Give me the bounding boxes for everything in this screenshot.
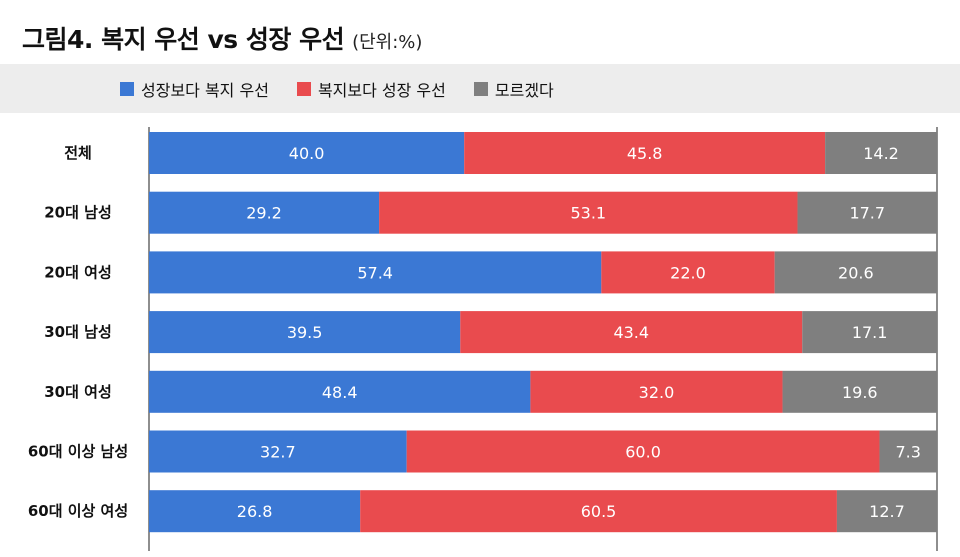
category-label: 20대 남성 — [44, 204, 112, 222]
chart-unit: (단위:%) — [352, 32, 423, 53]
bar-segment — [360, 490, 837, 533]
legend-item-welfare-first: 성장보다 복지 우선 — [120, 77, 269, 101]
data-label: 53.1 — [570, 204, 606, 223]
bar-segment — [774, 251, 937, 294]
category-label: 60대 이상 여성 — [28, 502, 128, 520]
legend-label-welfare-first: 성장보다 복지 우선 — [141, 80, 269, 100]
category-label: 전체 — [64, 144, 92, 162]
bar-segment — [464, 132, 826, 174]
bar-segment — [149, 370, 531, 413]
bar-segment — [530, 370, 783, 413]
data-label: 32.7 — [260, 443, 296, 462]
stacked-bar-chart: 전체 40.0 45.8 14.2 20대 남성 29.2 53.1 17.7 20대 여성 57… — [28, 127, 938, 551]
data-label: 22.0 — [670, 263, 706, 282]
bar-segment — [379, 191, 798, 234]
bar-segment — [149, 132, 465, 174]
category-label: 30대 여성 — [44, 383, 112, 401]
data-label: 57.4 — [357, 263, 393, 282]
bar-segment — [797, 191, 937, 234]
bar-segment — [879, 430, 937, 473]
legend-swatch-welfare-first — [120, 81, 134, 96]
data-label: 60.0 — [625, 443, 661, 462]
data-label: 29.2 — [246, 204, 282, 223]
bar-segment — [149, 490, 361, 533]
data-label: 12.7 — [869, 502, 905, 521]
bar-segment — [149, 191, 380, 234]
legend-item-dont-know: 모르겠다 — [473, 77, 554, 101]
data-label: 26.8 — [237, 502, 273, 521]
legend-swatch-growth-first — [296, 81, 311, 96]
bar-segment — [149, 430, 407, 473]
bar-segment — [406, 430, 880, 473]
data-label: 60.5 — [581, 502, 617, 521]
category-label: 20대 여성 — [44, 263, 112, 281]
data-label: 43.4 — [613, 323, 649, 342]
data-label: 7.3 — [896, 443, 921, 462]
data-label: 19.6 — [842, 383, 878, 402]
data-label: 39.5 — [287, 323, 323, 342]
data-label: 17.7 — [849, 204, 885, 223]
data-label: 20.6 — [838, 263, 874, 282]
data-label: 17.1 — [852, 323, 888, 342]
legend-label-growth-first: 복지보다 성장 우선 — [317, 80, 446, 100]
chart-title: 그림4. 복지 우선 vs 성장 우선 — [22, 25, 345, 54]
bar-segment — [836, 490, 937, 533]
legend-label-dont-know: 모르겠다 — [494, 80, 554, 100]
legend-item-growth-first: 복지보다 성장 우선 — [296, 77, 446, 101]
bar-segment — [802, 311, 937, 354]
data-label: 14.2 — [863, 144, 899, 163]
data-label: 48.4 — [322, 383, 358, 402]
category-label: 30대 남성 — [44, 323, 112, 341]
bar-segment — [149, 251, 602, 294]
bar-segment — [782, 370, 937, 413]
data-label: 40.0 — [289, 144, 325, 163]
bar-segment — [601, 251, 775, 294]
category-label: 60대 이상 남성 — [28, 443, 128, 461]
data-label: 45.8 — [627, 144, 663, 163]
bar-segment — [460, 311, 803, 354]
chart-title-row: 그림4. 복지 우선 vs 성장 우선 (단위:%) — [22, 20, 422, 56]
data-label: 32.0 — [639, 383, 675, 402]
bar-segment — [825, 132, 937, 174]
legend-swatch-dont-know — [473, 81, 488, 96]
bar-segment — [149, 311, 461, 354]
legend: 성장보다 복지 우선 복지보다 성장 우선 모르겠다 — [0, 64, 960, 113]
